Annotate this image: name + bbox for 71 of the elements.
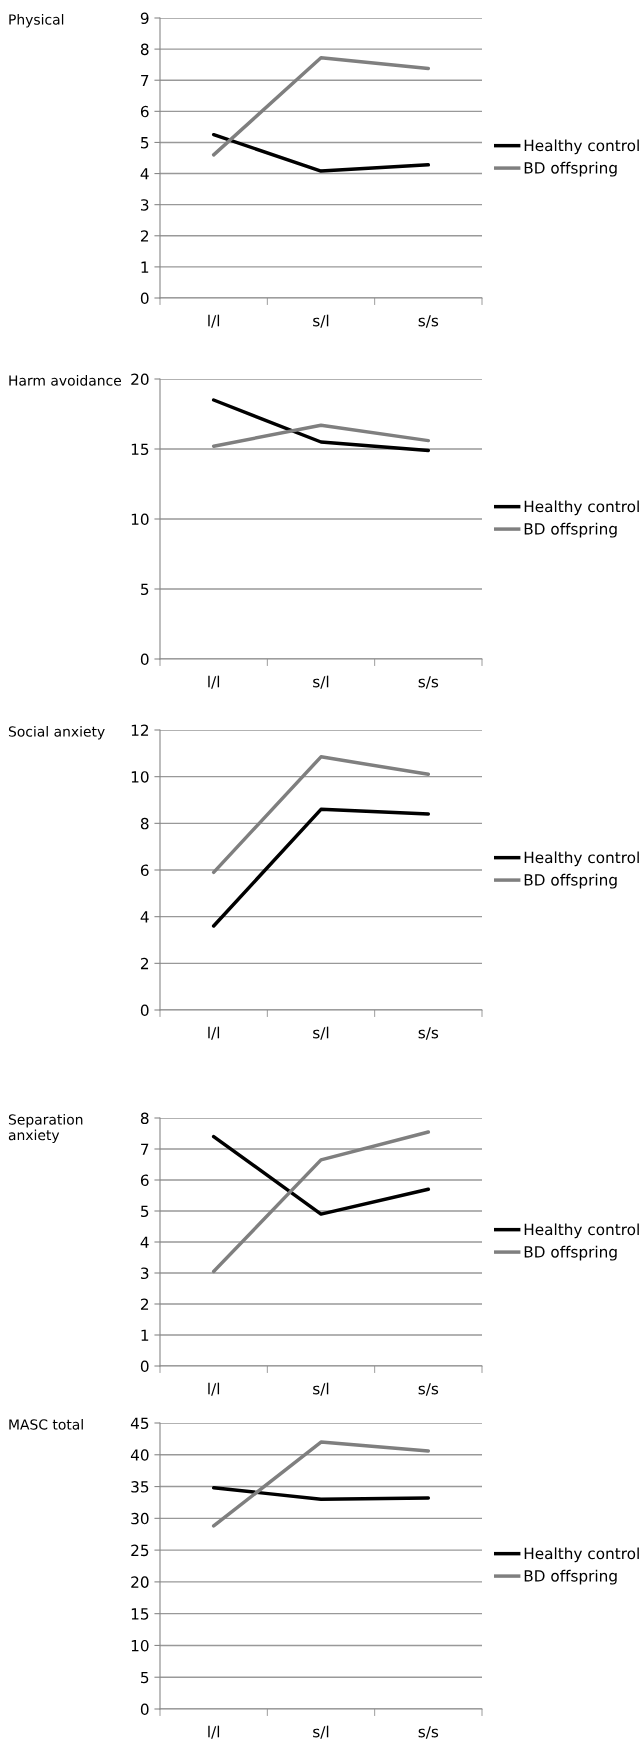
y-tick-label: 5 — [141, 1205, 149, 1218]
y-tick-label: 3 — [141, 199, 149, 211]
y-tick-label: 8 — [140, 1112, 149, 1125]
legend-label: Healthy control — [524, 1547, 639, 1563]
y-tick-label: 2 — [140, 230, 149, 242]
y-tick-label: 6 — [140, 1174, 149, 1187]
y-tick-label: 8 — [140, 817, 149, 830]
y-tick-label: 1 — [141, 261, 149, 273]
y-tick-label: 35 — [131, 1481, 149, 1493]
y-tick-label: 0 — [140, 1703, 149, 1716]
y-tick-label: 9 — [140, 12, 149, 25]
x-tick-label: l/l — [208, 1725, 220, 1739]
y-tick-label: 20 — [131, 1576, 149, 1588]
x-tick-label: l/l — [208, 1026, 220, 1040]
y-tick-label: 10 — [131, 513, 149, 526]
y-tick-label: 7 — [141, 1143, 149, 1155]
y-tick-label: 20 — [131, 373, 149, 386]
x-tick-label: s/l — [313, 1026, 329, 1040]
x-tick-label: s/l — [313, 675, 329, 689]
y-tick-label: 7 — [141, 74, 149, 87]
legend-label: BD offspring — [524, 873, 617, 889]
y-tick-label: 25 — [131, 1544, 149, 1557]
y-tick-label: 8 — [140, 43, 149, 56]
y-tick-label: 2 — [140, 1298, 149, 1310]
x-tick-label: l/l — [208, 675, 220, 689]
x-tick-label: l/l — [208, 1382, 220, 1396]
x-tick-label: s/s — [418, 1383, 439, 1396]
legend-label: Healthy control — [524, 139, 639, 155]
y-tick-label: 30 — [131, 1512, 149, 1525]
x-tick-label: s/l — [313, 1725, 329, 1739]
y-tick-label: 6 — [140, 864, 149, 877]
y-tick-label: 4 — [140, 1236, 149, 1248]
y-tick-label: 15 — [131, 1608, 149, 1620]
y-tick-label: 0 — [140, 1004, 149, 1017]
legend-label: Healthy control — [524, 1223, 639, 1239]
x-tick-label: s/l — [313, 314, 329, 328]
text: Separation anxiety — [8, 1114, 83, 1143]
x-tick-label: l/l — [208, 314, 220, 328]
y-tick-label: 10 — [131, 771, 149, 783]
legend-label: BD offspring — [524, 1569, 617, 1585]
legend-label: BD offspring — [524, 161, 617, 177]
y-tick-label: 6 — [140, 105, 149, 118]
x-tick-label: s/s — [418, 1027, 439, 1040]
y-tick-label: 15 — [131, 443, 149, 456]
x-tick-label: s/l — [313, 1382, 329, 1396]
legend-label: BD offspring — [524, 1245, 617, 1261]
x-tick-label: s/s — [418, 315, 439, 328]
y-tick-label: 0 — [140, 653, 149, 666]
text: MASC total — [9, 1419, 83, 1430]
y-tick-label: 4 — [140, 168, 149, 180]
y-tick-label: 1 — [141, 1329, 149, 1341]
chart-title: Harm avoidance — [9, 375, 122, 386]
chart-title: Social anxiety — [8, 726, 105, 740]
y-tick-label: 5 — [141, 137, 149, 149]
y-tick-label: 45 — [130, 1417, 149, 1430]
y-tick-label: 3 — [141, 1267, 149, 1280]
x-tick-label: s/s — [418, 1726, 439, 1739]
legend-label: Healthy control — [524, 500, 639, 516]
legend-label: Healthy control — [524, 851, 639, 867]
y-tick-label: 40 — [130, 1449, 149, 1461]
text: Physical — [9, 14, 64, 28]
x-tick-label: s/s — [418, 676, 439, 689]
y-tick-label: 5 — [141, 583, 149, 596]
y-tick-label: 5 — [141, 1671, 149, 1684]
y-tick-label: 0 — [140, 1360, 149, 1373]
legend-label: BD offspring — [524, 522, 617, 538]
y-tick-label: 12 — [131, 724, 149, 736]
y-tick-label: 10 — [131, 1639, 149, 1652]
y-tick-label: 0 — [140, 292, 149, 305]
y-tick-label: 2 — [140, 957, 149, 970]
y-tick-label: 4 — [140, 911, 149, 923]
